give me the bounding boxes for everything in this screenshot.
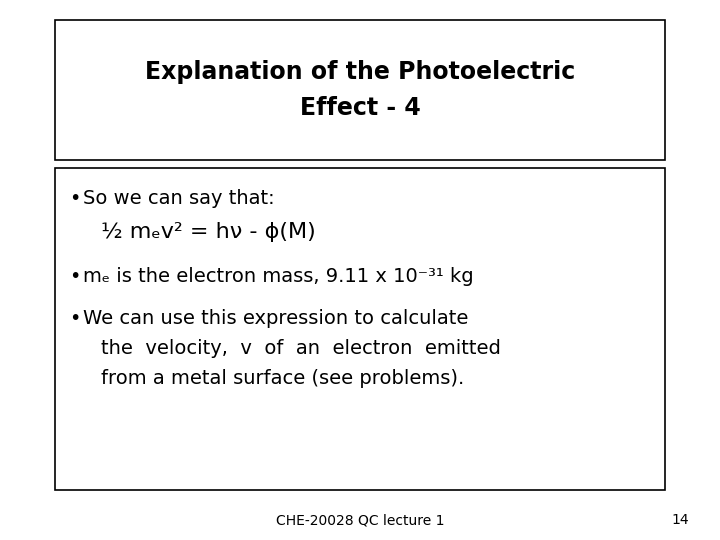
Text: ½ mₑv² = hν - ϕ(M): ½ mₑv² = hν - ϕ(M)	[101, 222, 316, 242]
FancyBboxPatch shape	[55, 20, 665, 160]
Text: the  velocity,  v  of  an  electron  emitted: the velocity, v of an electron emitted	[101, 339, 501, 357]
Text: CHE-20028 QC lecture 1: CHE-20028 QC lecture 1	[276, 513, 444, 527]
Text: mₑ is the electron mass, 9.11 x 10⁻³¹ kg: mₑ is the electron mass, 9.11 x 10⁻³¹ kg	[83, 267, 474, 286]
Text: We can use this expression to calculate: We can use this expression to calculate	[83, 308, 469, 327]
Text: •: •	[69, 267, 81, 286]
Text: •: •	[69, 188, 81, 207]
FancyBboxPatch shape	[55, 168, 665, 490]
Text: 14: 14	[671, 513, 689, 527]
Text: Explanation of the Photoelectric: Explanation of the Photoelectric	[145, 60, 575, 84]
Text: from a metal surface (see problems).: from a metal surface (see problems).	[101, 368, 464, 388]
Text: •: •	[69, 308, 81, 327]
Text: Effect - 4: Effect - 4	[300, 96, 420, 120]
Text: So we can say that:: So we can say that:	[83, 188, 274, 207]
